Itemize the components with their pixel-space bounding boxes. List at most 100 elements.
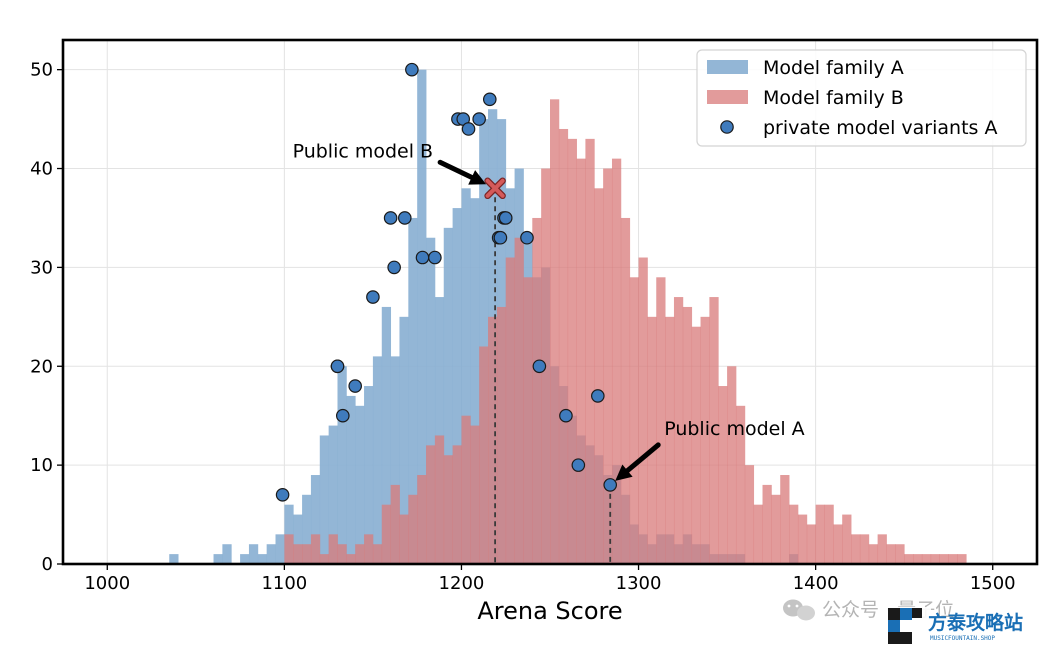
- private-variant-point: [275, 487, 290, 502]
- bar-family-a: [364, 386, 374, 564]
- bar-family-b: [390, 484, 400, 564]
- bar-family-b: [558, 128, 569, 564]
- private-variant-point: [415, 250, 430, 265]
- bar-family-b: [815, 504, 825, 564]
- annotations: Public model B Public model A: [293, 140, 805, 481]
- bar-family-b: [859, 534, 870, 564]
- legend: Model family A Model family B private mode…: [696, 49, 1027, 147]
- bar-family-b: [337, 544, 347, 564]
- bar-family-b: [319, 554, 330, 564]
- private-variant-point: [348, 379, 362, 393]
- bar-family-b: [293, 544, 303, 564]
- bar-family-a: [443, 227, 453, 564]
- private-variant-point: [482, 92, 497, 107]
- annotation-public-model-b: Public model B: [293, 140, 434, 162]
- private-variant-point: [493, 230, 508, 245]
- bar-family-b: [851, 534, 861, 564]
- private-variant-point: [472, 112, 486, 126]
- bar-family-b: [505, 257, 515, 564]
- bar-family-b: [355, 544, 365, 564]
- bar-family-b: [886, 544, 896, 564]
- plot-frame: [61, 38, 1039, 566]
- bar-family-b: [930, 554, 940, 564]
- bar-family-b: [647, 316, 657, 564]
- bar-family-b: [603, 168, 613, 564]
- private-variant-point: [571, 458, 586, 472]
- y-tick-label: 50: [30, 60, 53, 81]
- private-variant-point: [336, 408, 350, 423]
- x-tick-label: 1100: [261, 573, 307, 594]
- bar-family-b: [399, 514, 409, 564]
- axis-ticks: 1000 1100 1200 1300 1400 1500 0 10 20 30 40 50: [30, 60, 1016, 594]
- private-variant-point: [461, 122, 476, 136]
- bar-family-b: [576, 158, 586, 564]
- bar-family-b: [479, 346, 489, 564]
- bar-family-a: [461, 188, 471, 564]
- bar-family-a: [222, 544, 232, 564]
- bar-family-b: [434, 435, 445, 564]
- private-variant-point: [520, 230, 534, 245]
- bar-family-b: [682, 306, 693, 564]
- y-tick-label: 10: [30, 455, 53, 476]
- bar-family-a: [355, 405, 365, 564]
- bar-family-b: [594, 188, 604, 564]
- bar-family-b: [753, 504, 763, 564]
- x-tick-label: 1400: [793, 573, 839, 594]
- bar-family-b: [673, 297, 684, 564]
- private-variant-point: [397, 211, 412, 225]
- bar-family-b: [488, 316, 498, 564]
- public-model-b-marker: [484, 177, 506, 200]
- y-tick-label: 20: [30, 356, 53, 377]
- y-tick-label: 30: [30, 257, 53, 278]
- legend-swatch: [707, 90, 748, 104]
- y-tick-label: 0: [42, 554, 53, 575]
- private-variant-point: [330, 359, 345, 374]
- bar-family-a: [417, 69, 427, 564]
- bar-family-a: [346, 395, 356, 564]
- bar-family-a: [248, 544, 259, 564]
- bar-family-a: [408, 217, 418, 564]
- bar-family-a: [275, 534, 285, 564]
- arrow-head: [615, 464, 633, 481]
- histogram-bars: [169, 69, 967, 564]
- watermark: 公众号 · 量子位 方泰攻略站 MUSICFOUNTAIN.SHOP: [783, 599, 1023, 649]
- bar-family-b: [718, 386, 728, 564]
- bar-family-b: [913, 554, 923, 564]
- arrow-shaft: [437, 159, 475, 180]
- bar-family-b: [284, 534, 294, 564]
- bar-family-b: [550, 99, 560, 564]
- bar-family-a: [470, 198, 480, 564]
- bar-family-a: [426, 237, 436, 564]
- legend-label: Model family B: [763, 87, 904, 109]
- bar-family-b: [629, 277, 639, 564]
- bar-family-b: [310, 534, 321, 564]
- private-variant-point: [591, 389, 605, 403]
- bar-family-a: [390, 356, 400, 564]
- private-variant-point: [559, 408, 573, 423]
- arrow-to-public-model-b: [437, 159, 487, 185]
- bar-family-b: [611, 158, 622, 564]
- legend-label: private model variants A: [763, 117, 997, 139]
- bar-family-a: [381, 306, 392, 564]
- bar-family-b: [700, 316, 710, 564]
- bar-family-a: [302, 494, 312, 564]
- legend-box: [696, 49, 1027, 147]
- bar-family-a: [328, 425, 338, 564]
- private-variant-point: [603, 478, 618, 492]
- bar-family-a: [310, 475, 321, 564]
- bar-family-b: [417, 475, 427, 564]
- bar-family-a: [293, 514, 303, 564]
- private-variant-point: [366, 290, 380, 304]
- bar-family-b: [585, 138, 595, 564]
- private-variant-point: [532, 359, 547, 374]
- bar-family-a: [240, 554, 250, 564]
- bar-family-b: [620, 217, 631, 564]
- bar-family-b: [948, 554, 958, 564]
- bar-family-b: [408, 494, 418, 564]
- legend-marker: [720, 120, 734, 134]
- bar-family-a: [434, 297, 445, 564]
- bar-family-b: [346, 554, 356, 564]
- bar-family-a: [213, 554, 223, 564]
- bar-family-b: [833, 524, 843, 564]
- bar-family-b: [638, 257, 648, 564]
